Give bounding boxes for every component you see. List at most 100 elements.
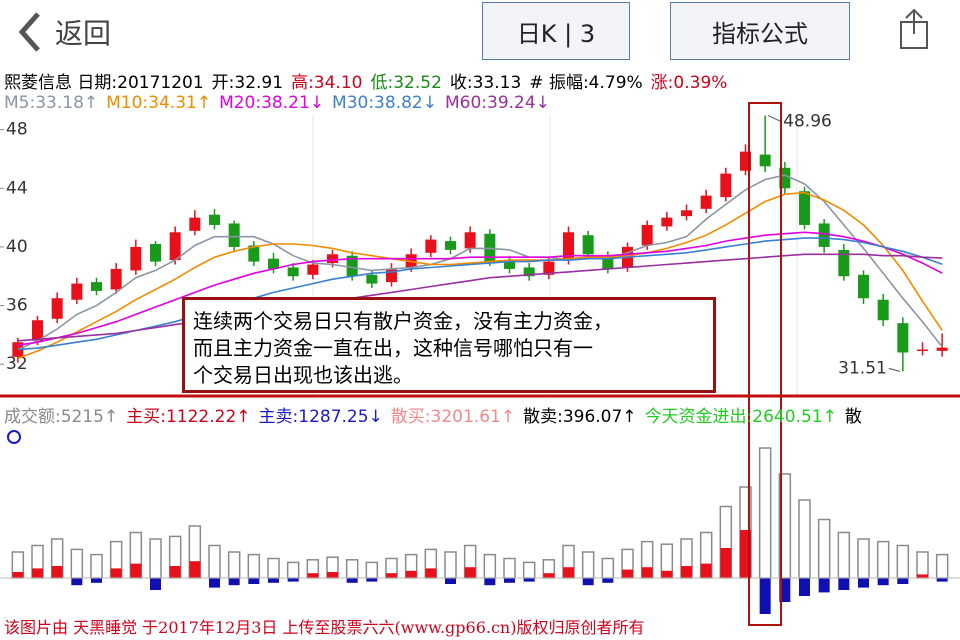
net-bar — [12, 572, 24, 578]
y-tick-label: 44 — [6, 178, 28, 198]
net-bar — [268, 578, 279, 583]
candle-body — [110, 268, 122, 290]
candle-body — [386, 268, 397, 283]
candle-body — [307, 264, 319, 275]
back-icon[interactable] — [18, 12, 40, 52]
volume-bar — [857, 538, 870, 579]
volume-bar — [503, 557, 516, 579]
net-bar — [445, 578, 456, 584]
candle-body — [51, 298, 63, 319]
net-bar — [209, 578, 220, 588]
net-bar — [877, 578, 889, 586]
volume-bar — [837, 531, 851, 579]
candle-body — [366, 274, 378, 284]
ma-legend-item: M30:38.82↓ — [332, 93, 437, 113]
volume-bar — [90, 553, 103, 579]
candle-body — [268, 258, 279, 269]
volume-bar — [365, 561, 379, 579]
candle-body — [602, 255, 614, 269]
net-bar — [464, 567, 476, 578]
net-bar — [71, 578, 83, 586]
net-bar — [582, 578, 594, 586]
candle-body — [228, 223, 240, 247]
net-bar — [307, 573, 319, 578]
candle-body — [150, 244, 161, 262]
y-tick-label: 48 — [6, 120, 28, 140]
net-bar — [543, 573, 555, 578]
volume-bar — [227, 551, 241, 579]
volume-legend-item: 散卖:396.07↑ — [523, 407, 637, 427]
net-bar — [523, 578, 535, 582]
volume-legend: 成交额:5215↑ 主买:1122.22↑ 主卖:1287.25↓ 散买:3201.6… — [4, 402, 862, 427]
net-bar — [484, 578, 496, 586]
info-item: 收:33.13 — [449, 73, 522, 93]
ma-line — [17, 174, 943, 351]
candle-body — [464, 232, 476, 249]
candle-body — [799, 191, 810, 225]
net-bar — [818, 578, 830, 593]
volume-legend-item: 主卖:1287.25↓ — [258, 407, 383, 427]
volume-bar — [483, 553, 497, 579]
ma-legend-item: M5:33.18↑ — [4, 93, 99, 113]
candle-body — [563, 232, 574, 261]
net-bar — [858, 578, 869, 588]
volume-bar — [267, 557, 280, 579]
y-tick-label: 40 — [6, 237, 28, 257]
net-bar — [228, 578, 240, 586]
volume-bar — [817, 518, 831, 579]
volume-legend-item: 散买:3201.61↑ — [390, 407, 516, 427]
info-item: 开:32.91 — [211, 73, 284, 93]
volume-bar — [444, 551, 457, 579]
net-bar — [130, 563, 142, 578]
net-bar — [366, 578, 378, 582]
annotation-line: 而且主力资金一直在出，这种信号哪怕只有一 — [193, 336, 593, 360]
net-bar — [91, 578, 102, 583]
net-bar — [327, 572, 338, 578]
y-tick-label: 32 — [6, 354, 28, 374]
volume-bar — [601, 557, 615, 579]
peak-label: 48.96 — [783, 112, 832, 132]
volume-bar — [149, 538, 162, 579]
candle-body — [287, 267, 299, 277]
volume-bar — [208, 544, 221, 579]
net-bar — [32, 568, 43, 578]
candle-body — [189, 217, 201, 231]
candle-body — [248, 245, 260, 262]
candle-body — [681, 210, 692, 217]
candle-body — [425, 239, 437, 253]
candle-body — [130, 246, 142, 271]
volume-bar — [896, 544, 910, 579]
volume-chart — [0, 447, 960, 614]
candle-body — [779, 167, 791, 189]
candle-body — [91, 282, 102, 291]
net-bar — [917, 574, 928, 578]
back-label[interactable]: 返回 — [55, 17, 112, 50]
candle-body — [169, 232, 181, 261]
net-bar — [700, 563, 712, 578]
volume-bar — [916, 551, 929, 579]
net-bar — [189, 561, 201, 578]
net-bar — [720, 548, 732, 578]
net-bar — [838, 578, 850, 590]
footer: 该图片由 天黑睡觉 于2017年12月3日 上传至股票六六(www.gp66.c… — [4, 618, 645, 637]
candle-body — [700, 195, 712, 209]
period-button[interactable]: 日K | 3 — [482, 2, 630, 60]
info-item: 熙菱信息 日期:20171201 — [4, 73, 204, 93]
ma-legend-item: M10:34.31↑ — [106, 93, 212, 113]
info-item: 低:32.52 — [370, 73, 442, 93]
ma-line — [17, 253, 943, 342]
net-bar — [641, 567, 653, 578]
candle-body — [582, 235, 594, 255]
net-bar — [799, 578, 810, 596]
net-bar — [346, 578, 358, 583]
candle-body — [877, 299, 889, 321]
formula-button[interactable]: 指标公式 — [670, 2, 850, 60]
net-bar — [779, 578, 791, 602]
net-bar — [897, 578, 909, 584]
net-bar — [248, 578, 260, 584]
volume-bar — [876, 540, 890, 579]
candle-body — [445, 241, 456, 250]
ma-legend-item: M20:38.21↓ — [219, 93, 325, 113]
info-item: 涨:0.39% — [650, 73, 728, 93]
